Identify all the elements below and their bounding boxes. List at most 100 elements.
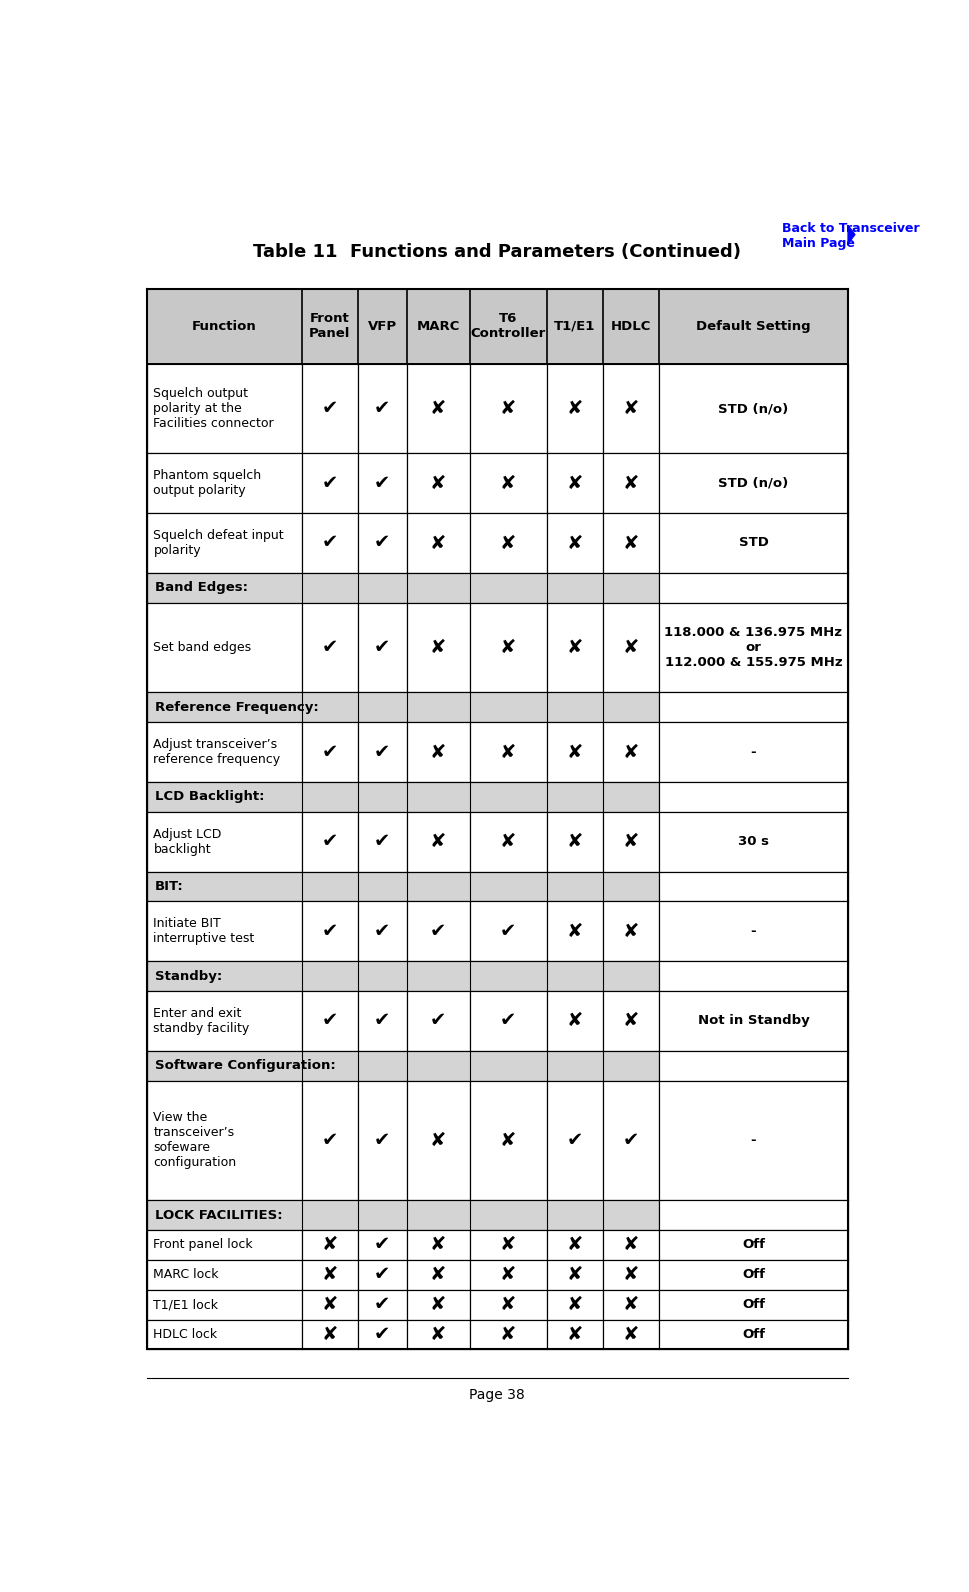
Bar <box>147 1081 301 1200</box>
Bar <box>147 782 659 812</box>
Text: ✔: ✔ <box>374 742 391 761</box>
Text: ✘: ✘ <box>322 1325 338 1344</box>
Text: Initiate BIT
interruptive test: Initiate BIT interruptive test <box>153 917 255 946</box>
Text: ✔: ✔ <box>374 1266 391 1285</box>
Text: Off: Off <box>742 1328 765 1340</box>
Text: ✘: ✘ <box>567 1325 583 1344</box>
Bar <box>147 290 848 365</box>
Text: ✘: ✘ <box>567 1296 583 1313</box>
Bar <box>659 1081 848 1200</box>
Text: VFP: VFP <box>367 320 396 333</box>
Text: ✘: ✘ <box>567 474 583 494</box>
Text: ✘: ✘ <box>623 474 639 494</box>
Bar <box>301 454 358 513</box>
Text: ✘: ✘ <box>567 533 583 552</box>
Bar <box>470 1259 547 1290</box>
Text: Default Setting: Default Setting <box>696 320 811 333</box>
Bar <box>659 365 848 454</box>
Bar <box>407 723 470 782</box>
Text: ✘: ✘ <box>623 1296 639 1313</box>
Bar <box>358 1081 407 1200</box>
Bar <box>659 992 848 1051</box>
Text: ✘: ✘ <box>430 1235 447 1254</box>
Text: MARC: MARC <box>417 320 460 333</box>
Bar <box>147 365 301 454</box>
Text: Set band edges: Set band edges <box>153 642 252 654</box>
Text: Adjust transceiver’s
reference frequency: Adjust transceiver’s reference frequency <box>153 739 281 766</box>
Bar <box>147 1290 301 1320</box>
Bar <box>547 1259 603 1290</box>
Bar <box>547 365 603 454</box>
Bar <box>301 513 358 573</box>
Bar <box>147 901 301 962</box>
Text: ✔: ✔ <box>374 922 391 941</box>
Bar <box>147 1051 659 1081</box>
Text: ✘: ✘ <box>500 1266 516 1285</box>
Bar <box>603 901 659 962</box>
Text: ✘: ✘ <box>500 742 516 761</box>
Bar <box>547 1081 603 1200</box>
Bar <box>147 1200 659 1231</box>
Text: Squelch defeat input
polarity: Squelch defeat input polarity <box>153 529 284 557</box>
Text: STD (n/o): STD (n/o) <box>718 476 789 490</box>
Bar <box>147 454 301 513</box>
Bar <box>407 901 470 962</box>
Bar <box>603 1081 659 1200</box>
Bar <box>358 1231 407 1259</box>
Bar <box>547 812 603 871</box>
Text: Function: Function <box>192 320 257 333</box>
Bar <box>407 454 470 513</box>
Text: Enter and exit
standby facility: Enter and exit standby facility <box>153 1006 250 1035</box>
Text: ✘: ✘ <box>430 533 447 552</box>
Text: ✔: ✔ <box>374 833 391 852</box>
Bar <box>407 992 470 1051</box>
Text: ✔: ✔ <box>322 638 338 657</box>
Text: Standby:: Standby: <box>155 970 222 982</box>
Text: ✔: ✔ <box>374 1011 391 1030</box>
Bar <box>659 1231 848 1259</box>
Bar <box>547 901 603 962</box>
Bar <box>659 871 848 901</box>
Text: ✘: ✘ <box>430 1266 447 1285</box>
Text: Front
Panel: Front Panel <box>309 312 350 341</box>
Bar <box>603 603 659 693</box>
Bar <box>603 365 659 454</box>
Bar <box>470 812 547 871</box>
Text: ✘: ✘ <box>623 922 639 941</box>
Bar <box>470 901 547 962</box>
Text: Software Configuration:: Software Configuration: <box>155 1059 335 1071</box>
Bar <box>659 454 848 513</box>
Text: ✔: ✔ <box>322 742 338 761</box>
Bar <box>358 992 407 1051</box>
Text: ✘: ✘ <box>322 1266 338 1285</box>
Text: ✘: ✘ <box>500 1235 516 1254</box>
Bar <box>659 1200 848 1231</box>
Text: Front panel lock: Front panel lock <box>153 1239 253 1251</box>
Bar <box>659 1259 848 1290</box>
Text: Off: Off <box>742 1239 765 1251</box>
Text: Squelch output
polarity at the
Facilities connector: Squelch output polarity at the Facilitie… <box>153 387 274 430</box>
Bar <box>407 812 470 871</box>
Bar <box>603 992 659 1051</box>
Text: Reference Frequency:: Reference Frequency: <box>155 700 319 713</box>
Text: ✔: ✔ <box>322 1011 338 1030</box>
Text: ✘: ✘ <box>567 922 583 941</box>
Text: 118.000 & 136.975 MHz
or
112.000 & 155.975 MHz: 118.000 & 136.975 MHz or 112.000 & 155.9… <box>665 626 842 669</box>
Text: ✘: ✘ <box>623 400 639 419</box>
Bar <box>301 992 358 1051</box>
Text: MARC lock: MARC lock <box>153 1269 219 1282</box>
Text: Back to Transceiver
Main Page: Back to Transceiver Main Page <box>782 221 920 250</box>
Text: ✘: ✘ <box>500 474 516 494</box>
Text: ✔: ✔ <box>322 400 338 419</box>
Bar <box>301 812 358 871</box>
Text: ✘: ✘ <box>623 533 639 552</box>
Bar <box>603 1290 659 1320</box>
Text: ✘: ✘ <box>500 533 516 552</box>
Bar <box>358 365 407 454</box>
Text: ✔: ✔ <box>374 1325 391 1344</box>
Text: ✔: ✔ <box>374 1235 391 1254</box>
Text: ✔: ✔ <box>374 1130 391 1149</box>
Bar <box>301 1290 358 1320</box>
Text: ✔: ✔ <box>500 922 516 941</box>
Bar <box>547 603 603 693</box>
